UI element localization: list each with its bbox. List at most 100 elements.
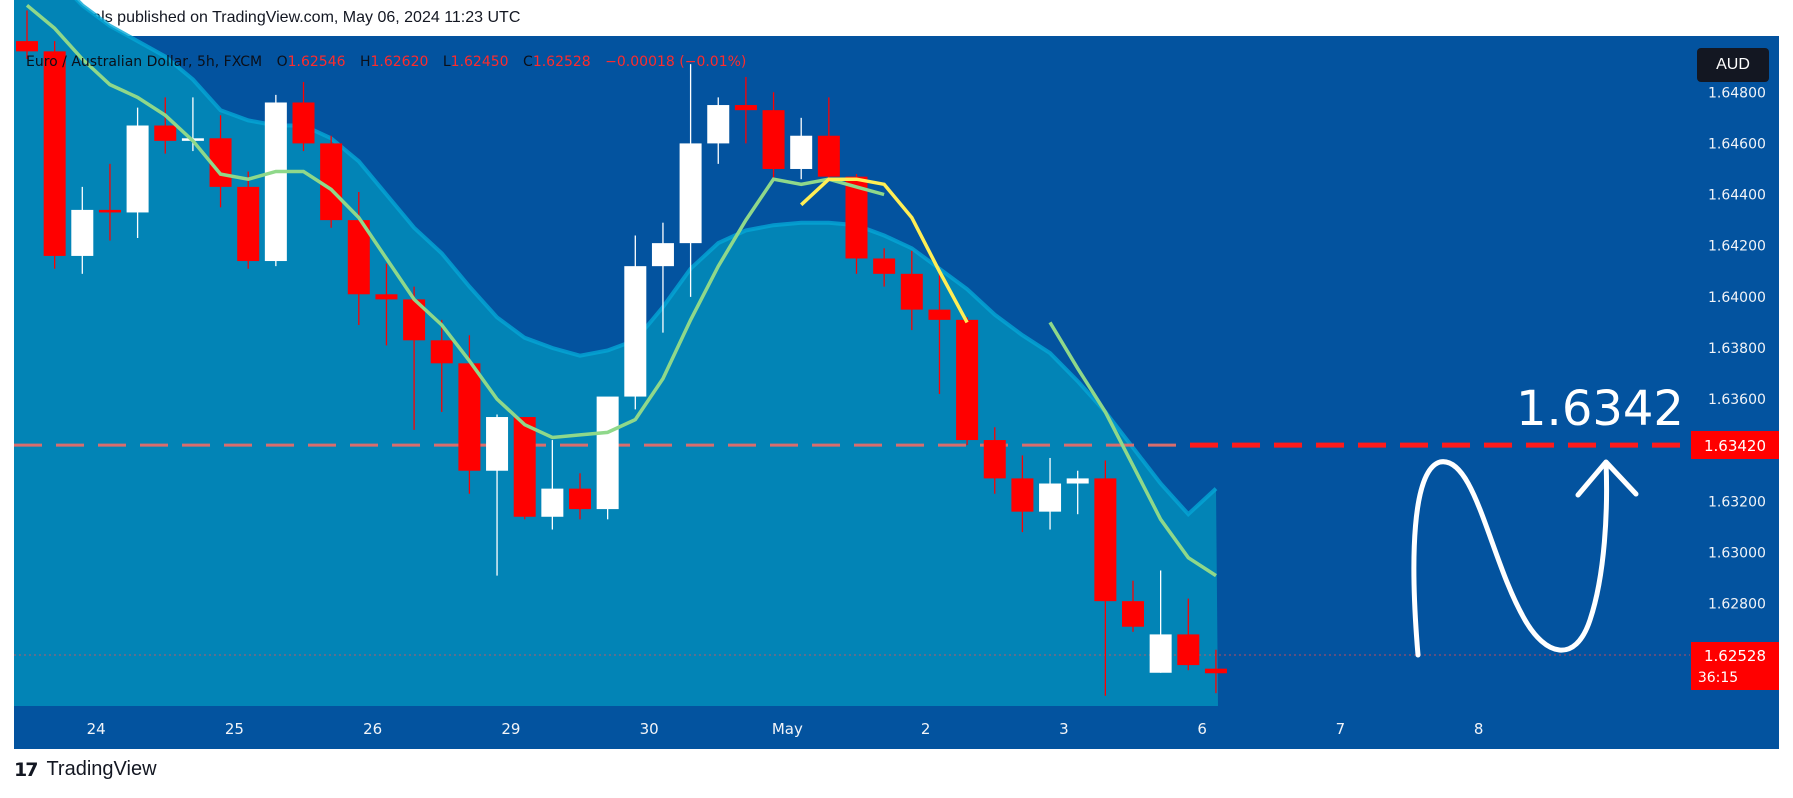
footer: 17 TradingView — [14, 758, 157, 781]
candle[interactable] — [1066, 470, 1089, 515]
candle[interactable] — [569, 473, 591, 520]
target-price-tag — [1691, 431, 1779, 459]
target-annotation-label: 1.6342 — [1516, 381, 1684, 437]
time-axis-background — [14, 706, 1779, 749]
legend-open-value: 1.62546 — [287, 54, 346, 70]
candle[interactable] — [956, 317, 979, 446]
candle[interactable] — [679, 64, 702, 297]
candle[interactable] — [403, 286, 426, 430]
candle[interactable] — [845, 174, 868, 274]
candle[interactable] — [98, 163, 121, 241]
candle[interactable] — [624, 235, 647, 410]
price-tick-label: 1.64800 — [1708, 85, 1766, 101]
time-tick-label: 3 — [1059, 720, 1069, 738]
candle[interactable] — [651, 222, 674, 333]
footer-brand: TradingView — [46, 758, 157, 780]
candle-body — [900, 273, 923, 310]
legend-close-label: C — [523, 54, 533, 70]
candle[interactable] — [126, 107, 149, 239]
candle-body — [126, 125, 149, 213]
candle[interactable] — [1039, 457, 1062, 530]
candle[interactable] — [790, 117, 813, 180]
candle-body — [292, 102, 315, 144]
price-tick-label: 1.64400 — [1708, 188, 1766, 204]
candle[interactable] — [154, 97, 177, 154]
ma-band-upper-line — [74, 0, 1218, 518]
candle-body — [596, 396, 619, 510]
time-tick-label: 24 — [87, 720, 106, 738]
published-caption: UnitedSignals published on TradingView.c… — [14, 9, 521, 26]
time-tick-label: May — [772, 720, 803, 738]
candle-body — [154, 125, 177, 141]
candle[interactable] — [1011, 455, 1034, 533]
candle-body — [928, 309, 951, 320]
candle-body — [430, 340, 453, 364]
candle-body — [734, 105, 757, 111]
price-tick-label: 1.63800 — [1708, 341, 1766, 357]
candle[interactable] — [734, 76, 757, 144]
time-tick-label: 30 — [640, 720, 659, 738]
candle[interactable] — [375, 263, 398, 346]
candle[interactable] — [320, 135, 343, 228]
candle[interactable] — [486, 414, 509, 576]
candle[interactable] — [43, 41, 66, 269]
candle-body — [1177, 634, 1200, 666]
candle-body — [679, 143, 702, 244]
candle[interactable] — [513, 417, 536, 520]
candle[interactable] — [983, 427, 1006, 494]
candle[interactable] — [16, 10, 38, 60]
candle[interactable] — [707, 97, 730, 164]
candle-body — [375, 294, 398, 300]
target-price-tag-text: 1.63420 — [1704, 437, 1766, 455]
candle[interactable] — [1204, 649, 1227, 694]
candle-body — [873, 258, 896, 274]
candle[interactable] — [1094, 460, 1117, 696]
candle-body — [403, 299, 426, 341]
candle-body — [569, 488, 591, 510]
candle-body — [237, 186, 260, 262]
candle[interactable] — [430, 319, 453, 412]
candle-body — [790, 135, 813, 169]
price-tick-label: 1.64000 — [1708, 290, 1766, 306]
candle[interactable] — [817, 97, 840, 182]
candle-body — [983, 440, 1006, 479]
candle-body — [486, 417, 509, 471]
candle[interactable] — [264, 94, 287, 267]
time-tick-label: 29 — [501, 720, 520, 738]
candle-body — [513, 417, 536, 517]
candle[interactable] — [347, 191, 370, 325]
candle-body — [541, 488, 564, 517]
current-price-tag-text: 1.62528 — [1704, 647, 1766, 665]
currency-button[interactable]: AUD — [1697, 48, 1769, 82]
candle[interactable] — [596, 396, 619, 520]
ma-green-line — [25, 3, 1217, 578]
candle[interactable] — [1177, 598, 1200, 671]
candle-body — [320, 143, 343, 221]
candle[interactable] — [1149, 570, 1172, 673]
candle-body — [71, 209, 94, 256]
legend-change-value: −0.00018 (−0.01%) — [605, 54, 747, 70]
price-tick-label: 1.64200 — [1708, 239, 1766, 255]
candle[interactable] — [1122, 580, 1144, 632]
candle[interactable] — [928, 268, 951, 395]
ma-band-fill — [14, 0, 1218, 706]
candle[interactable] — [237, 171, 260, 269]
legend-low-label: L — [442, 54, 451, 70]
legend-symbol[interactable]: Euro / Australian Dollar, 5h, FXCM — [26, 54, 263, 70]
candle-body — [264, 102, 287, 262]
time-tick-label: 2 — [921, 720, 931, 738]
candle[interactable] — [292, 82, 315, 152]
time-tick-label: 6 — [1197, 720, 1207, 738]
time-tick-label: 8 — [1474, 720, 1484, 738]
candle-body — [1094, 478, 1117, 602]
candle-body — [458, 363, 481, 471]
time-tick-label: 25 — [225, 720, 244, 738]
candle[interactable] — [873, 248, 896, 287]
ma-yellow-line — [800, 177, 969, 324]
candle[interactable] — [900, 250, 923, 331]
candle[interactable] — [762, 92, 785, 182]
candle-body — [347, 220, 370, 295]
candle[interactable] — [541, 440, 564, 530]
candle[interactable] — [71, 186, 94, 274]
